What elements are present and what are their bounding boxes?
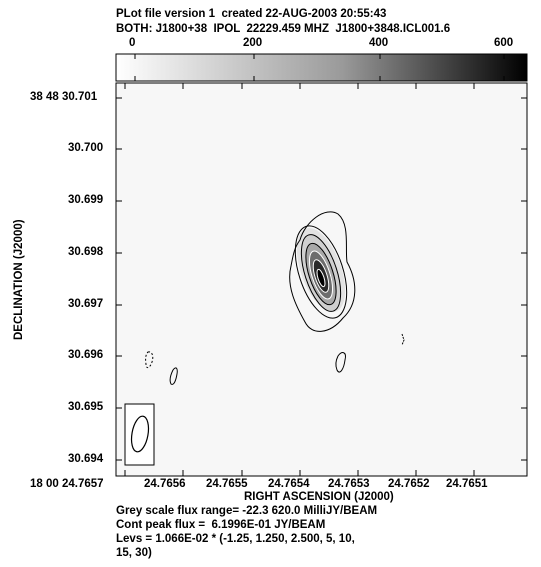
- y-tick-label: 30.696: [68, 349, 104, 361]
- y-tick-label: 30.699: [68, 194, 104, 206]
- colorbar-tick-label: 600: [494, 37, 514, 49]
- y-tick-label: 30.694: [68, 453, 104, 465]
- plot-header-source: BOTH: J1800+38 IPOL 22229.459 MHZ J1800+…: [116, 23, 451, 35]
- x-tick-label: 24.7655: [206, 478, 248, 490]
- colorbar-tick-label: 0: [129, 37, 136, 49]
- plot-header-title: PLot file version 1 created 22-AUG-2003 …: [116, 8, 387, 20]
- footer-levels-cont: 15, 30): [116, 547, 152, 559]
- footer-levels: Levs = 1.066E-02 * (-1.25, 1.250, 2.500,…: [116, 533, 355, 545]
- y-tick-label: 30.697: [68, 298, 104, 310]
- y-tick-label: 30.698: [68, 246, 104, 258]
- colorbar-tick-label: 200: [243, 37, 263, 49]
- x-tick-label: 24.7656: [144, 478, 186, 490]
- y-axis-label: DECLINATION (J2000): [13, 219, 25, 340]
- colorbar-tick-label: 400: [369, 37, 389, 49]
- colorbar-gradient: [115, 53, 528, 82]
- y-tick-label: 30.700: [68, 142, 104, 154]
- x-tick-label: 24.7651: [446, 478, 488, 490]
- source-contours: [145, 211, 405, 385]
- footer-flux-range: Grey scale flux range= -22.3 620.0 Milli…: [116, 505, 378, 517]
- x-tick-label: 24.7653: [328, 478, 370, 490]
- colorbar: [115, 53, 528, 82]
- footer-peak-flux: Cont peak flux = 6.1996E-01 JY/BEAM: [116, 519, 326, 531]
- beam-indicator: [124, 403, 155, 466]
- x-axis-label: RIGHT ASCENSION (J2000): [244, 491, 394, 503]
- x-tick-label: 24.7652: [388, 478, 430, 490]
- y-tick-label: 30.695: [68, 401, 104, 413]
- y-tick-label: 38 48 30.701: [30, 91, 98, 103]
- x-tick-label: 24.7654: [268, 478, 310, 490]
- axis-ticks: [116, 83, 527, 476]
- x-tick-label: 18 00 24.7657: [30, 478, 104, 490]
